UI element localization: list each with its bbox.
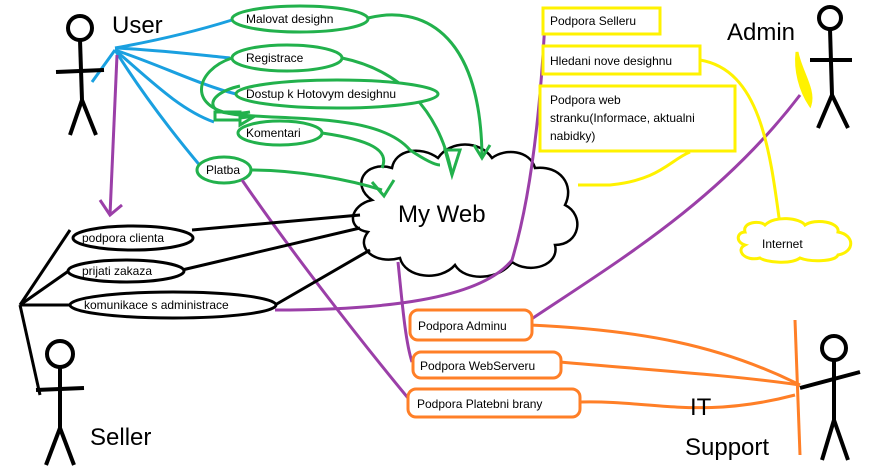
system-label: My Web bbox=[398, 201, 486, 228]
actor-user bbox=[55, 14, 105, 136]
actor-seller-label: Seller bbox=[90, 424, 151, 451]
usecase-platba: Platba bbox=[206, 163, 240, 177]
internet-label: Internet bbox=[762, 237, 803, 251]
usecase-podpora-adminu: Podpora Adminu bbox=[418, 319, 507, 333]
usecase-dostup: Dostup k Hotovym desighnu bbox=[246, 87, 396, 101]
usecase-komentari: Komentari bbox=[246, 126, 301, 140]
usecase-komunikace: komunikace s administrace bbox=[84, 298, 229, 312]
internet-cloud bbox=[736, 217, 853, 264]
usecase-web-support-2: stranku(Informace, aktualni bbox=[550, 111, 695, 125]
usecase-web-support-1: Podpora web bbox=[550, 93, 621, 107]
admin-links bbox=[578, 51, 813, 226]
usecase-web-support-3: nabidky) bbox=[550, 129, 595, 143]
usecase-podpora-clienta: podpora clienta bbox=[82, 231, 164, 245]
usecase-podpora-platebni: Podpora Platebni brany bbox=[417, 397, 542, 411]
seller-usecases: podpora clienta prijati zakaza komunikac… bbox=[66, 224, 278, 320]
actor-it-label-1: IT bbox=[690, 394, 712, 421]
seller-links bbox=[18, 213, 371, 396]
usecase-podpora-selleru: Podpora Selleru bbox=[550, 14, 636, 28]
usecase-malovat-desighn: Malovat desighn bbox=[246, 12, 333, 26]
actor-admin-label: Admin bbox=[727, 19, 795, 46]
actor-seller bbox=[35, 339, 85, 466]
actor-admin bbox=[810, 5, 852, 129]
it-links bbox=[529, 319, 802, 456]
actor-it-label-2: Support bbox=[685, 434, 769, 461]
usecase-hledani: Hledani nove desighnu bbox=[550, 54, 672, 68]
usecase-podpora-webserveru: Podpora WebServeru bbox=[420, 359, 535, 373]
user-links bbox=[90, 18, 237, 169]
user-usecases: Malovat desighn Registrace Dostup k Hoto… bbox=[195, 4, 440, 185]
system-cloud: My Web bbox=[351, 143, 579, 278]
purple-links bbox=[98, 19, 802, 399]
admin-usecases: Podpora Selleru Hledani nove desighnu Po… bbox=[538, 6, 853, 264]
actor-user-label: User bbox=[112, 12, 163, 39]
it-usecases: Podpora Adminu Podpora WebServeru Podpor… bbox=[406, 308, 582, 419]
actor-it-support bbox=[799, 334, 861, 461]
usecase-prijati-zakaza: prijati zakaza bbox=[82, 264, 152, 278]
usecase-registrace: Registrace bbox=[246, 51, 304, 65]
